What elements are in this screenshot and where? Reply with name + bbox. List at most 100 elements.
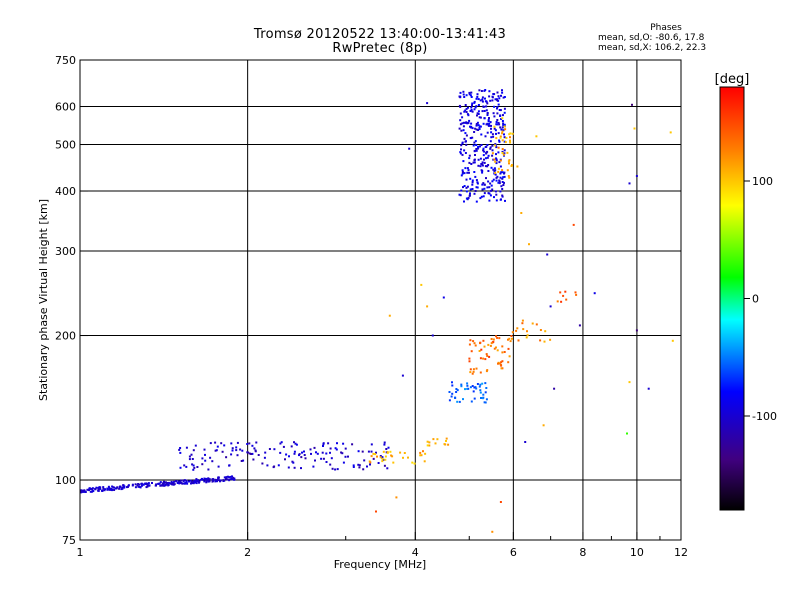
data-point [253, 447, 256, 450]
data-point [474, 106, 477, 109]
data-point [459, 151, 462, 154]
data-point [279, 442, 282, 445]
data-point [214, 441, 217, 444]
data-point [178, 448, 181, 451]
data-point [476, 112, 479, 115]
data-point [479, 371, 482, 374]
data-point [194, 481, 196, 484]
data-point [342, 442, 345, 445]
data-point [502, 153, 505, 156]
data-point [123, 486, 126, 489]
data-point [147, 484, 150, 487]
data-point [506, 151, 509, 154]
data-point [300, 456, 303, 459]
data-point [469, 368, 472, 371]
data-point [486, 165, 489, 168]
data-point [549, 305, 552, 308]
data-point [480, 169, 483, 172]
data-point [459, 194, 462, 197]
data-point [503, 96, 506, 98]
data-point [185, 446, 188, 449]
data-point [492, 135, 495, 138]
data-point [476, 186, 479, 189]
data-point [474, 344, 477, 347]
data-point [468, 161, 471, 164]
data-point [426, 444, 429, 447]
data-point [486, 144, 489, 146]
data-point [477, 113, 480, 115]
data-point [503, 140, 506, 143]
data-point [383, 441, 386, 444]
data-point [479, 197, 482, 200]
data-point [375, 451, 377, 454]
data-point [459, 119, 462, 122]
data-point [381, 456, 384, 459]
data-point [526, 330, 528, 333]
data-point [195, 478, 198, 481]
data-point [447, 443, 450, 446]
data-point [476, 121, 479, 124]
data-point [482, 357, 485, 360]
data-point [509, 132, 512, 135]
data-point [628, 182, 631, 185]
data-point [501, 130, 504, 133]
data-point [465, 121, 468, 124]
data-point [228, 464, 231, 467]
data-point [486, 354, 489, 357]
data-point [458, 193, 461, 196]
data-point [462, 129, 465, 132]
data-point [501, 132, 503, 135]
data-point [484, 358, 487, 361]
data-point [478, 116, 481, 119]
data-point [462, 125, 465, 128]
data-point [482, 393, 485, 396]
data-point [471, 372, 474, 375]
data-point [474, 386, 477, 389]
data-point [226, 478, 229, 481]
data-point [475, 179, 478, 182]
data-point [498, 139, 501, 142]
data-point [483, 161, 486, 164]
data-point [491, 133, 494, 136]
data-point [122, 484, 125, 487]
data-point [434, 442, 437, 445]
data-point [204, 453, 206, 456]
data-point [106, 488, 109, 491]
data-point [277, 464, 280, 467]
data-point [498, 179, 501, 182]
data-point [481, 163, 484, 166]
data-point [468, 343, 471, 346]
data-point [482, 122, 485, 125]
data-point [351, 443, 354, 446]
data-point [487, 154, 490, 157]
data-point [223, 444, 226, 447]
data-point [448, 391, 451, 393]
data-point [179, 451, 182, 454]
data-point [188, 455, 191, 458]
data-point [97, 487, 100, 490]
data-point [476, 383, 479, 385]
data-point [501, 117, 504, 120]
data-point [499, 172, 502, 175]
data-point [470, 350, 473, 353]
data-point [203, 448, 206, 451]
data-point [479, 383, 482, 386]
data-point [486, 114, 489, 116]
data-point [95, 486, 98, 489]
data-point [484, 97, 486, 100]
data-point [500, 128, 503, 131]
data-point [145, 482, 148, 485]
data-point [358, 464, 361, 467]
data-point [471, 385, 474, 387]
data-point [334, 447, 337, 450]
data-point [178, 480, 181, 483]
data-point [485, 387, 488, 389]
data-point [88, 487, 91, 490]
data-point [483, 117, 486, 120]
data-point [192, 464, 195, 467]
data-point [500, 361, 503, 364]
data-point [472, 390, 475, 393]
data-point [442, 296, 445, 299]
data-point [498, 161, 501, 164]
data-point [501, 188, 504, 190]
